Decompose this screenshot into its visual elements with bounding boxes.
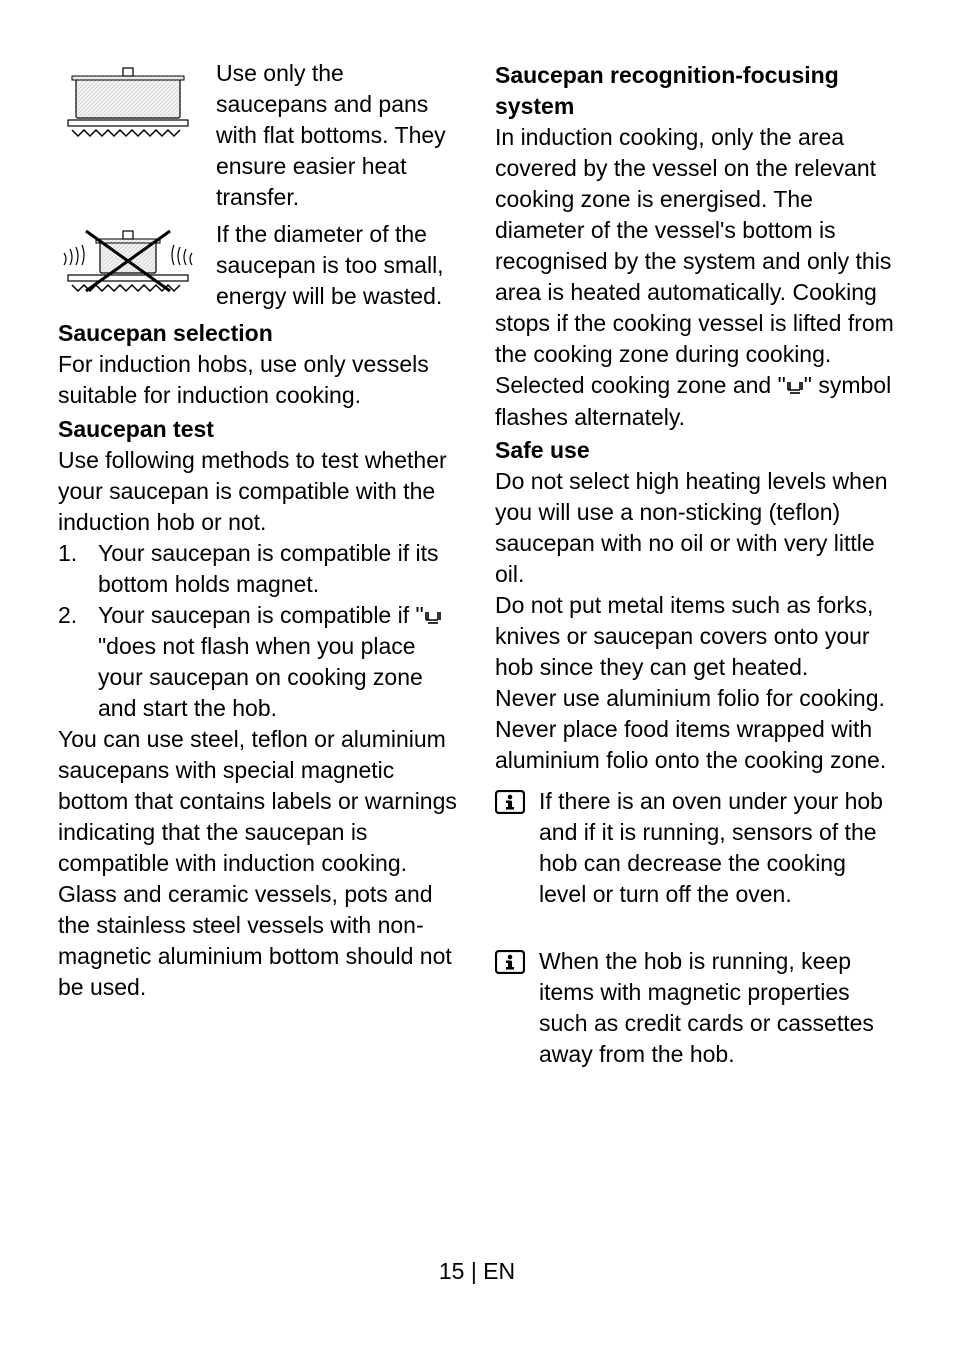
text-recognition: In induction cooking, only the area cove…: [495, 122, 896, 432]
list-item: 2. Your saucepan is compatible if " "does…: [58, 600, 459, 724]
flat-bottom-pot-diagram: [58, 58, 198, 148]
illustration-row-flat-bottom: Use only the saucepans and pans with fla…: [58, 58, 459, 213]
saucepan-test-list: 1. Your saucepan is compatible if its bo…: [58, 538, 459, 724]
text-safe-1: Do not select high heating levels when y…: [495, 466, 896, 590]
list-text-2: Your saucepan is compatible if " "does no…: [98, 600, 459, 724]
info-text-magnetic: When the hob is running, keep items with…: [539, 946, 896, 1070]
text-saucepan-selection: For induction hobs, use only vessels sui…: [58, 349, 459, 411]
illustration-row-small-pot: If the diameter of the saucepan is too s…: [58, 219, 459, 312]
page-footer: 15 | EN: [0, 1256, 954, 1287]
list-number: 2.: [58, 600, 86, 631]
pot-symbol-icon: [786, 380, 804, 394]
spacer: [495, 910, 896, 936]
pot-symbol-icon: [424, 610, 442, 624]
page-columns: Use only the saucepans and pans with fla…: [58, 58, 896, 1178]
info-text-oven: If there is an oven under your hob and i…: [539, 786, 896, 910]
list-text-1: Your saucepan is compatible if its botto…: [98, 538, 459, 600]
list-number: 1.: [58, 538, 86, 569]
list-item: 1. Your saucepan is compatible if its bo…: [58, 538, 459, 600]
heading-saucepan-selection: Saucepan selection: [58, 318, 459, 349]
heading-recognition: Saucepan recognition-focusing system: [495, 60, 896, 122]
small-pot-crossed-diagram: [58, 219, 198, 309]
text-saucepan-test-intro: Use following methods to test whether yo…: [58, 445, 459, 538]
text-recognition-a: In induction cooking, only the area cove…: [495, 124, 894, 398]
heading-saucepan-test: Saucepan test: [58, 414, 459, 445]
heading-safe-use: Safe use: [495, 435, 896, 466]
text-steel-teflon: You can use steel, teflon or aluminium s…: [58, 724, 459, 1003]
list-text-2a: Your saucepan is compatible if ": [98, 602, 424, 628]
intro-flat-bottom-text: Use only the saucepans and pans with fla…: [216, 58, 459, 213]
intro-small-pot-text: If the diameter of the saucepan is too s…: [216, 219, 459, 312]
info-icon: [495, 950, 525, 974]
text-safe-2: Do not put metal items such as forks, kn…: [495, 590, 896, 683]
text-safe-3: Never use aluminium folio for cooking. N…: [495, 683, 896, 776]
list-text-2b: "does not flash when you place your sauc…: [98, 633, 423, 721]
info-note-magnetic: When the hob is running, keep items with…: [495, 946, 896, 1070]
info-note-oven: If there is an oven under your hob and i…: [495, 786, 896, 910]
info-icon: [495, 790, 525, 814]
